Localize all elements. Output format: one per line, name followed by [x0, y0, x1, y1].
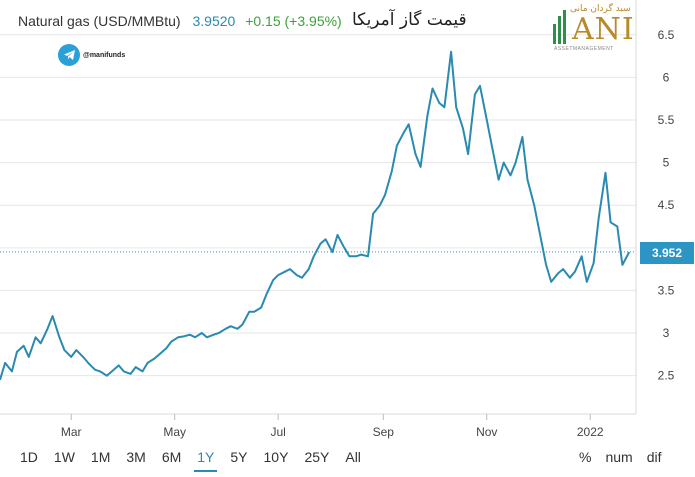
mode-button-percent[interactable]: %	[579, 449, 592, 465]
range-button-1w[interactable]: 1W	[53, 449, 75, 465]
logo-mark: ANI	[572, 12, 635, 47]
range-button-6m[interactable]: 6M	[161, 449, 182, 465]
persian-title: قیمت گاز آمریکا	[352, 10, 467, 30]
x-tick-label: Jul	[270, 425, 285, 439]
logo-persian-text: سبد گردان مانی	[570, 4, 631, 14]
range-button-1d[interactable]: 1D	[20, 449, 38, 465]
x-tick-label: Nov	[476, 425, 497, 439]
range-button-25y[interactable]: 25Y	[304, 449, 330, 465]
instrument-name: Natural gas (USD/MMBtu)	[18, 13, 181, 29]
last-price-badge: 3.952	[640, 242, 694, 264]
mode-selector: % num dif	[579, 449, 675, 465]
telegram-icon	[58, 44, 80, 66]
range-button-10y[interactable]: 10Y	[263, 449, 289, 465]
telegram-tag: @manifunds	[58, 44, 125, 66]
y-tick-label: 2.5	[658, 369, 675, 383]
range-button-3m[interactable]: 3M	[126, 449, 146, 465]
y-tick-label: 3	[663, 326, 670, 340]
current-price: 3.9520	[192, 13, 236, 29]
range-button-1y[interactable]: 1Y	[194, 449, 218, 472]
brand-logo: سبد گردان مانی ANI ASSETMANAGEMENT	[548, 4, 634, 56]
price-change: +0.15 (+3.95%)	[245, 13, 342, 29]
series-line	[0, 50, 631, 381]
range-selector: 1D 1W 1M 3M 6M 1Y 5Y 10Y 25Y All	[20, 449, 377, 472]
x-tick-label: May	[163, 425, 186, 439]
y-tick-label: 5	[663, 156, 670, 170]
mode-button-dif[interactable]: dif	[646, 449, 662, 465]
telegram-handle: @manifunds	[83, 51, 126, 59]
y-tick-label: 5.5	[658, 113, 675, 127]
y-tick-label: 6.5	[658, 28, 675, 42]
logo-bars-icon	[553, 10, 566, 44]
x-tick-label: Mar	[61, 425, 82, 439]
range-button-all[interactable]: All	[345, 449, 361, 465]
y-tick-label: 3.5	[658, 283, 675, 297]
logo-subtitle: ASSETMANAGEMENT	[554, 46, 614, 52]
x-tick-label: 2022	[577, 425, 604, 439]
range-button-5y[interactable]: 5Y	[230, 449, 248, 465]
y-tick-label: 4.5	[658, 198, 675, 212]
mode-button-num[interactable]: num	[605, 449, 633, 465]
chart-header: Natural gas (USD/MMBtu) 3.9520 +0.15 (+3…	[18, 13, 342, 29]
y-tick-label: 6	[663, 70, 670, 84]
x-tick-label: Sep	[373, 425, 395, 439]
range-button-1m[interactable]: 1M	[90, 449, 111, 465]
